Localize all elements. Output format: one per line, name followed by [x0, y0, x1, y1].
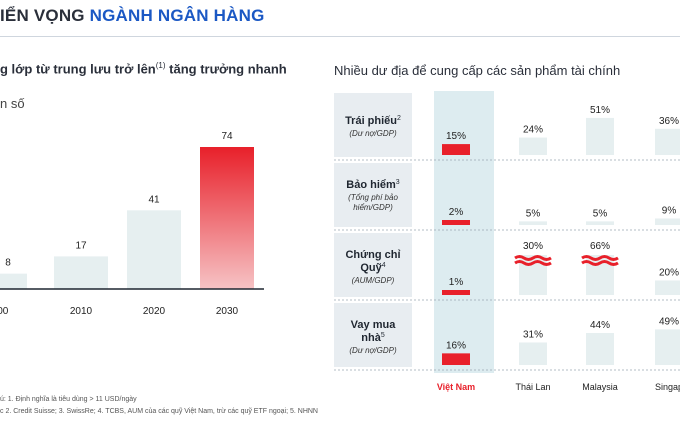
bar-value-label: 41 [148, 194, 160, 205]
bar-value-label: 24% [523, 125, 543, 136]
row-sublabel: (Dư nợ/GDP) [349, 129, 397, 138]
row-label: Chứng chỉ [345, 249, 400, 261]
bar-value-label: 15% [446, 131, 466, 142]
bar-value-label: 31% [523, 329, 543, 340]
left-chart-unit-note: n số [0, 96, 25, 111]
bar-Singap [655, 329, 680, 365]
bar-Malaysia [586, 117, 614, 155]
bar-value-label: 5% [526, 208, 541, 219]
column-label: Thái Lan [515, 382, 550, 392]
bar-Việt Nam [442, 290, 470, 295]
bar-Singap [655, 128, 680, 155]
bar-value-label: 9% [662, 205, 677, 216]
row-label: Vay mua [351, 319, 397, 331]
right-chart-subtitle: Nhiều dư địa để cung cấp các sản phẩm tà… [334, 63, 621, 78]
bar-Singap [655, 218, 680, 225]
x-tick-label: 2030 [216, 306, 239, 317]
bar-value-label: 2% [449, 207, 464, 218]
bar-Việt Nam [442, 144, 470, 155]
column-label: Malaysia [582, 382, 618, 392]
bar-value-label: 16% [446, 340, 466, 351]
row-label: nhà5 [361, 332, 385, 344]
axis-break-mark [514, 260, 552, 266]
bar-Thái Lan [519, 221, 547, 225]
row-label-box [334, 233, 412, 297]
bar-2000 [0, 273, 27, 289]
page-title-highlight: NGÀNH NGÂN HÀNG [89, 6, 265, 25]
bar-value-label: 44% [590, 320, 610, 331]
bar-Malaysia [586, 333, 614, 365]
x-tick-label: 2020 [143, 306, 166, 317]
bar-value-label: 1% [449, 277, 464, 288]
row-label-box [334, 93, 412, 157]
axis-break-mark [581, 260, 619, 266]
row-label: Bảo hiểm3 [346, 179, 400, 191]
page-title-part1: IỂN VỌNG [0, 6, 90, 25]
row-label: Quỹ4 [360, 262, 385, 274]
bar-Singap [655, 280, 680, 295]
middle-class-bar-chart: 8 000 17 2010 41 2020 74 2030 [0, 131, 264, 317]
row-sublabel: hiểm/GDP) [353, 203, 393, 212]
bar-2010 [54, 256, 108, 289]
bar-2020 [127, 210, 181, 289]
financial-products-chart: Trái phiếu2 (Dư nợ/GDP) 15% 24% 51% 36% Bảo hi… [334, 91, 680, 392]
title-divider [0, 36, 680, 37]
bar-Thái Lan [519, 342, 547, 365]
axis-break-mark [514, 255, 552, 261]
bar-value-label: 5% [593, 208, 608, 219]
bar-value-label: 36% [659, 116, 679, 127]
row-label-box [334, 303, 412, 367]
x-tick-label: 000 [0, 306, 9, 317]
axis-break-mark [581, 255, 619, 261]
column-label: Việt Nam [437, 382, 475, 392]
bar-Việt Nam [442, 220, 470, 225]
page-title: IỂN VỌNG NGÀNH NGÂN HÀNG [0, 6, 265, 26]
row-sublabel: (AUM/GDP) [352, 276, 395, 285]
bar-Malaysia [586, 221, 614, 225]
bar-value-label: 51% [590, 105, 610, 116]
bar-value-label: 49% [659, 316, 679, 327]
column-label: Singap [655, 382, 680, 392]
row-sublabel: (Tổng phí bảo [348, 193, 398, 202]
footnote-line-2: c 2. Credit Suisse; 3. SwissRe; 4. TCBS,… [0, 408, 318, 415]
bar-Thái Lan [519, 137, 547, 155]
bar-Việt Nam [442, 353, 470, 365]
bar-value-label: 30% [523, 241, 543, 252]
bar-value-label: 74 [221, 131, 233, 142]
bar-value-label: 20% [659, 267, 679, 278]
row-label: Trái phiếu2 [345, 115, 401, 127]
bar-value-label: 66% [590, 241, 610, 252]
row-sublabel: (Dư nợ/GDP) [349, 346, 397, 355]
left-subtitle-rest: tăng trưởng nhanh [165, 61, 287, 77]
bar-2030 [200, 147, 254, 289]
bar-value-label: 8 [5, 258, 11, 269]
vietnam-column-highlight [434, 91, 494, 373]
bar-value-label: 17 [75, 240, 87, 251]
footnote-line-1: ú: 1. Định nghĩa là tiêu dùng > 11 USD/n… [0, 396, 137, 403]
x-tick-label: 2010 [70, 306, 93, 317]
left-subtitle-text: g lớp từ trung lưu trở lên [0, 61, 156, 77]
left-subtitle-sup: (1) [155, 61, 166, 70]
left-chart-subtitle: g lớp từ trung lưu trở lên(1) tăng trưởn… [0, 61, 287, 76]
row-label-box [334, 163, 412, 227]
